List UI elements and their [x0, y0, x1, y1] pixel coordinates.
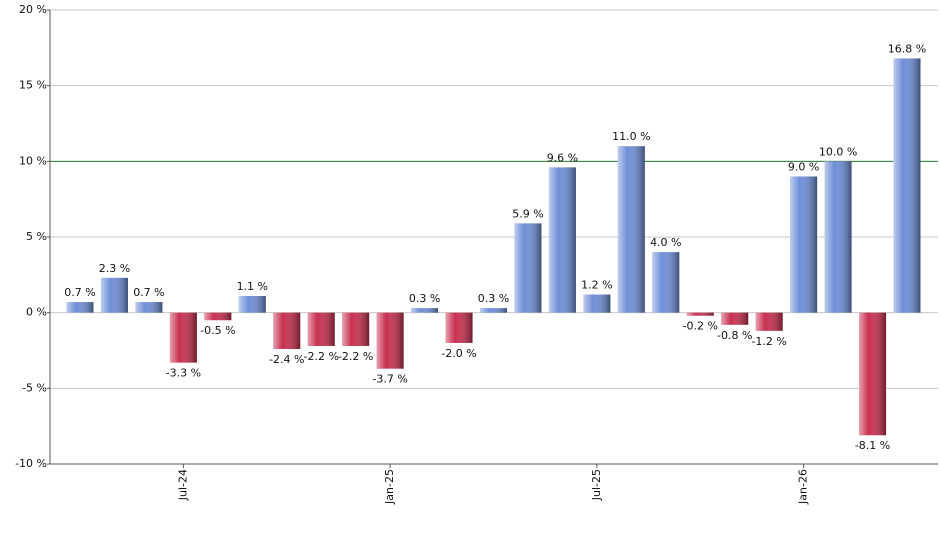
bar-shade	[445, 312, 473, 343]
y-tick-label: -10 %	[15, 457, 47, 470]
value-label: -0.5 %	[200, 324, 235, 337]
bar-shade	[100, 277, 128, 313]
bar-shade	[721, 312, 749, 325]
bar-shade	[238, 296, 266, 313]
value-label: 10.0 %	[819, 145, 857, 158]
bar-shade	[66, 302, 94, 313]
value-label: 16.8 %	[888, 42, 926, 55]
value-label: -1.2 %	[751, 335, 786, 348]
x-tick-label: Jan-25	[383, 469, 396, 505]
bar-shade	[859, 312, 887, 436]
bar-shade	[893, 58, 921, 313]
value-label: 1.2 %	[581, 279, 612, 292]
value-label: -8.1 %	[855, 439, 890, 452]
x-tick-label: Jul-24	[176, 469, 189, 501]
value-label: -3.3 %	[166, 367, 201, 380]
value-label: -3.7 %	[372, 373, 407, 386]
y-tick-label: 20 %	[19, 3, 47, 16]
bar-shade	[686, 312, 714, 316]
bar-shade	[824, 161, 852, 313]
bar-shade	[342, 312, 370, 346]
bar-shade	[376, 312, 404, 369]
bar-shade	[204, 312, 232, 321]
value-label: 9.0 %	[788, 160, 819, 173]
bar-shade	[755, 312, 783, 331]
value-label: -2.2 %	[303, 350, 338, 363]
value-label: 0.7 %	[64, 286, 95, 299]
bar-shade	[135, 302, 163, 313]
x-tick-label: Jan-26	[797, 469, 810, 505]
bar-shade	[411, 308, 439, 313]
bar-shade	[548, 167, 576, 313]
value-label: 4.0 %	[650, 236, 681, 249]
y-tick-label: 10 %	[19, 154, 47, 167]
value-label: -2.0 %	[441, 347, 476, 360]
bar-shade	[583, 294, 611, 313]
value-label: -0.8 %	[717, 329, 752, 342]
x-tick-label: Jul-25	[590, 469, 603, 501]
bar-shade	[307, 312, 335, 346]
bar-shade	[273, 312, 301, 349]
value-label: 0.3 %	[409, 292, 440, 305]
y-tick-label: 5 %	[26, 230, 47, 243]
value-label: 1.1 %	[237, 280, 268, 293]
value-label: 0.7 %	[133, 286, 164, 299]
bar-shade	[617, 146, 645, 313]
y-tick-label: 0 %	[26, 306, 47, 319]
bar-shade	[652, 252, 680, 313]
bar-shade	[514, 223, 542, 313]
bar-shade	[480, 308, 507, 313]
value-label: 5.9 %	[512, 207, 543, 220]
value-label: -2.2 %	[338, 350, 373, 363]
value-label: 0.3 %	[478, 292, 509, 305]
bar-shade	[790, 176, 818, 313]
value-label: 2.3 %	[99, 262, 130, 275]
value-label: 9.6 %	[547, 151, 578, 164]
y-tick-label: -5 %	[22, 381, 47, 394]
value-label: 11.0 %	[612, 130, 650, 143]
y-tick-label: 15 %	[19, 79, 47, 92]
value-label: -2.4 %	[269, 353, 304, 366]
bar-shade	[169, 312, 197, 363]
value-label: -0.2 %	[683, 320, 718, 333]
